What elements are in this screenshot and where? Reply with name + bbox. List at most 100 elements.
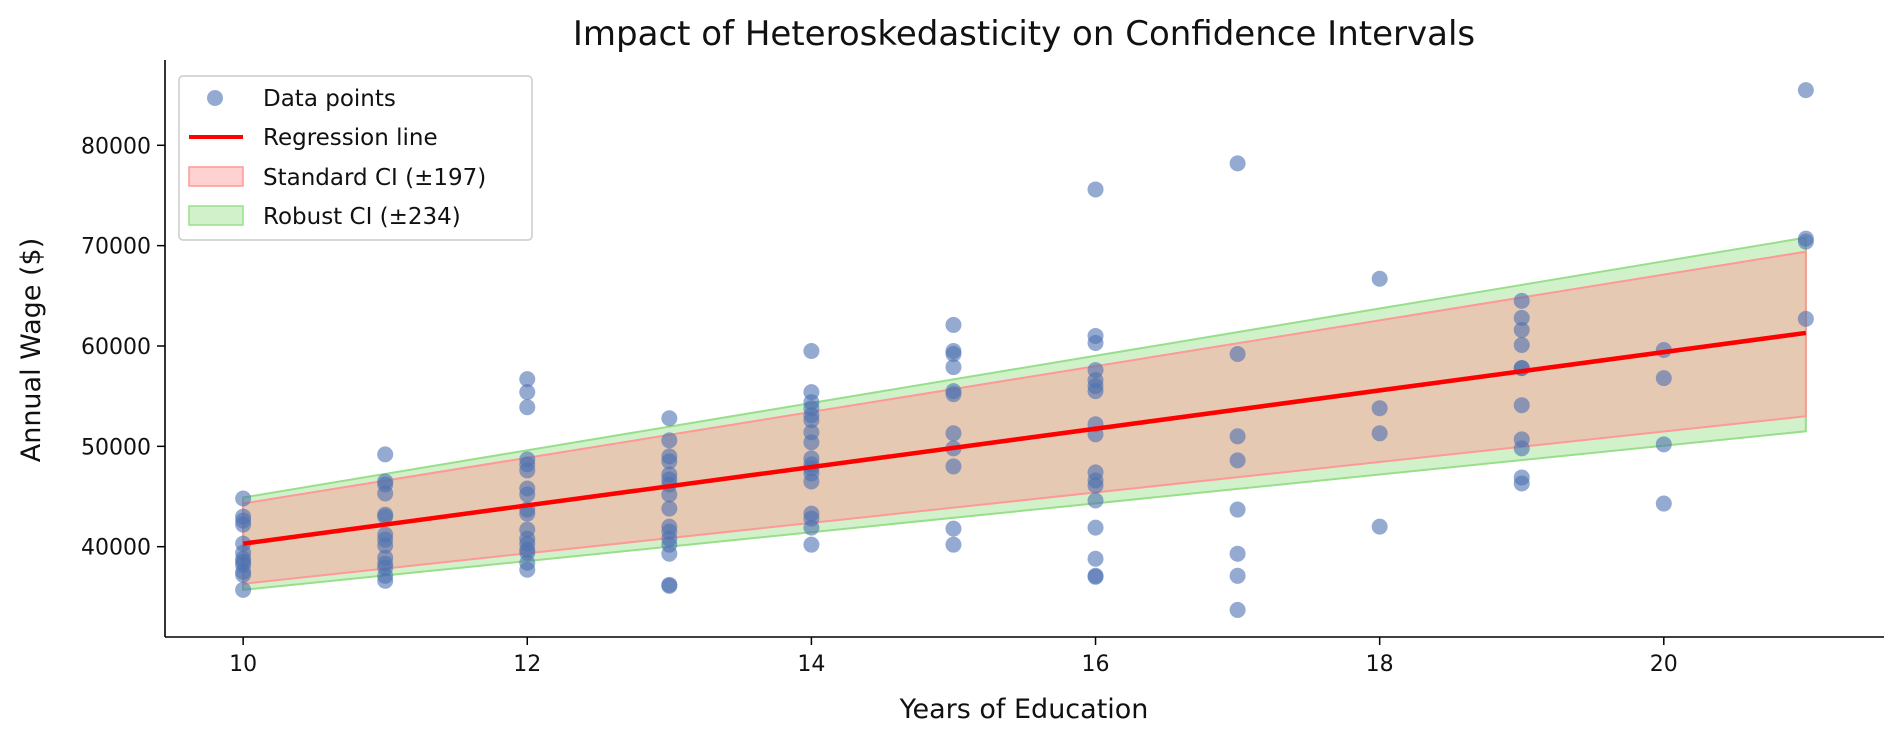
data-point (1087, 519, 1104, 536)
data-point (661, 545, 678, 562)
regression-line-layer (242, 330, 1807, 546)
regression-line (242, 330, 1807, 546)
standard-ci-area (242, 250, 1807, 585)
data-point (1229, 346, 1246, 363)
data-point (661, 500, 678, 517)
data-point (1371, 518, 1388, 535)
data-point (1229, 155, 1246, 172)
legend-frame (178, 75, 533, 241)
data-point (1229, 501, 1246, 518)
data-point (803, 434, 820, 451)
axes: 10 12 14 16 18 20 40000 50000 60000 70000 80000 (81, 60, 1884, 677)
standard-ci-band (242, 250, 1807, 585)
data-point (1087, 334, 1104, 351)
data-point (661, 486, 678, 503)
data-point (1087, 492, 1104, 509)
data-point (1087, 181, 1104, 198)
y-tick-label: 70000 (81, 235, 151, 260)
data-point (1371, 400, 1388, 417)
data-point (945, 346, 962, 363)
data-point (1087, 568, 1104, 585)
data-point (1513, 336, 1530, 353)
data-point (945, 386, 962, 403)
data-point (1229, 545, 1246, 562)
data-point (803, 473, 820, 490)
data-point (661, 410, 678, 427)
x-tick-label: 10 (229, 652, 257, 677)
data-point (235, 566, 252, 583)
data-point (519, 462, 536, 479)
data-point (235, 581, 252, 598)
data-point (1513, 321, 1530, 338)
data-point (377, 446, 394, 463)
data-point (803, 519, 820, 536)
plot-area (235, 82, 1814, 618)
data-point (1655, 370, 1672, 387)
data-point (1229, 601, 1246, 618)
data-point (519, 486, 536, 503)
data-point (661, 577, 678, 594)
x-axis-label: Years of Education (899, 694, 1149, 725)
data-point (945, 520, 962, 537)
y-tick-label: 40000 (81, 536, 151, 561)
chart-title: Impact of Heteroskedasticity on Confiden… (573, 14, 1475, 54)
data-point (803, 343, 820, 360)
data-point (1087, 550, 1104, 567)
data-point (519, 505, 536, 522)
data-point (1513, 440, 1530, 457)
data-point (1371, 425, 1388, 442)
x-tick-label: 16 (1082, 652, 1110, 677)
legend-label-standard-ci: Standard CI (±197) (263, 165, 486, 191)
legend-swatch-standard-ci (188, 166, 244, 187)
data-point (519, 399, 536, 416)
data-point (235, 516, 252, 533)
data-point (1655, 495, 1672, 512)
data-point (1797, 82, 1814, 99)
legend-swatch-robust-ci (188, 205, 244, 226)
data-point (945, 359, 962, 376)
data-point (945, 536, 962, 553)
x-tick-label: 14 (797, 652, 825, 677)
x-ticks: 10 12 14 16 18 20 (229, 637, 1678, 677)
data-point (377, 572, 394, 589)
data-point (1229, 452, 1246, 469)
data-point (803, 412, 820, 429)
data-point (377, 537, 394, 554)
y-tick-label: 50000 (81, 435, 151, 460)
data-point (1513, 475, 1530, 492)
data-point (1513, 292, 1530, 309)
data-point (945, 425, 962, 442)
y-ticks: 40000 50000 60000 70000 80000 (81, 134, 165, 561)
data-point (945, 458, 962, 475)
data-point (519, 561, 536, 578)
legend-label-robust-ci: Robust CI (±234) (263, 204, 461, 230)
legend-swatch-points (207, 90, 223, 106)
legend-label-points: Data points (263, 86, 396, 112)
data-point (519, 371, 536, 388)
legend: Data points Regression line Standard CI … (178, 75, 533, 241)
y-tick-label: 60000 (81, 335, 151, 360)
data-point (235, 490, 252, 507)
data-point (1229, 428, 1246, 445)
data-point (1513, 397, 1530, 414)
data-point (519, 384, 536, 401)
data-point (661, 453, 678, 470)
data-point (1797, 310, 1814, 327)
data-point (803, 536, 820, 553)
legend-label-regression: Regression line (263, 125, 438, 151)
x-tick-label: 20 (1650, 652, 1678, 677)
data-point (1655, 436, 1672, 453)
data-point (1229, 567, 1246, 584)
data-point (1087, 477, 1104, 494)
y-axis-label: Annual Wage ($) (16, 238, 47, 463)
y-tick-label: 80000 (81, 134, 151, 159)
x-tick-label: 12 (513, 652, 541, 677)
data-point (1087, 383, 1104, 400)
data-point (377, 485, 394, 502)
data-point (1513, 309, 1530, 326)
data-point (945, 316, 962, 333)
data-point (1797, 233, 1814, 250)
x-tick-label: 18 (1366, 652, 1394, 677)
data-point (661, 432, 678, 449)
